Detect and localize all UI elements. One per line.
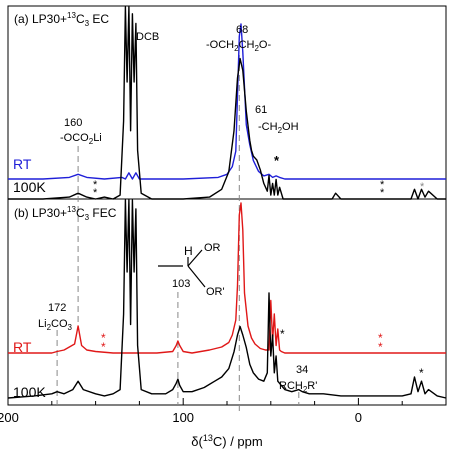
label-160: 160 bbox=[64, 117, 82, 129]
label-61: 61 bbox=[255, 104, 267, 116]
label-34-formula: RCH2R' bbox=[279, 380, 317, 394]
x-tick-label-100: 100 bbox=[172, 410, 194, 425]
label-dcb: DCB bbox=[136, 31, 159, 43]
star-b-4: * bbox=[378, 340, 383, 354]
label-61-formula: -CH2OH bbox=[258, 121, 299, 135]
structure-bond-up bbox=[187, 249, 203, 267]
panel-b-title: (b) LP30+13C3 FEC bbox=[14, 205, 117, 222]
star-a-6: * bbox=[420, 181, 425, 193]
spectra-traces bbox=[7, 6, 447, 399]
series-label-rt-a: RT bbox=[13, 156, 32, 172]
star-a-4: * bbox=[380, 179, 385, 191]
label-68: 68 bbox=[236, 24, 248, 36]
structure-h: H bbox=[184, 244, 193, 258]
trace-b-100k bbox=[7, 199, 447, 399]
x-axis-ticks: 200 100 0 bbox=[0, 398, 447, 425]
label-103: 103 bbox=[172, 278, 190, 290]
trace-b-rt bbox=[8, 202, 446, 354]
star-b-3: * bbox=[378, 331, 383, 345]
x-tick-label-200: 200 bbox=[0, 410, 19, 425]
series-label-100k-a: 100K bbox=[13, 179, 46, 195]
panel-a-frame bbox=[7, 5, 447, 200]
series-label-rt-b: RT bbox=[13, 339, 32, 355]
series-label-100k-b: 100K bbox=[13, 384, 46, 400]
panel-a-title: (a) LP30+13C3 EC bbox=[14, 11, 109, 28]
x-axis-label: δ(13C) / ppm bbox=[191, 433, 262, 449]
star-a-3: * bbox=[93, 187, 98, 199]
label-34: 34 bbox=[296, 364, 308, 376]
structure-or2: OR' bbox=[206, 286, 225, 298]
trace-a-100k bbox=[8, 6, 446, 200]
structure-bond-down bbox=[187, 265, 206, 288]
label-172: 172 bbox=[48, 302, 66, 314]
star-b-1: * bbox=[101, 331, 106, 345]
x-tick-label-0: 0 bbox=[355, 410, 362, 425]
label-172-formula: Li2CO3 bbox=[38, 318, 73, 332]
panel-b-frame bbox=[7, 198, 447, 406]
label-160-formula: -OCO2Li bbox=[60, 132, 102, 146]
star-b-2: * bbox=[101, 340, 106, 354]
trace-a-rt bbox=[8, 23, 446, 180]
star-a-1: * bbox=[274, 153, 280, 168]
star-b-5: * bbox=[280, 327, 285, 341]
star-b-6: * bbox=[419, 366, 424, 380]
structure-or: OR bbox=[204, 242, 221, 254]
star-a-2: * bbox=[93, 179, 98, 191]
label-68-formula: -OCH2CH2O- bbox=[206, 39, 271, 53]
star-a-5: * bbox=[380, 187, 385, 199]
